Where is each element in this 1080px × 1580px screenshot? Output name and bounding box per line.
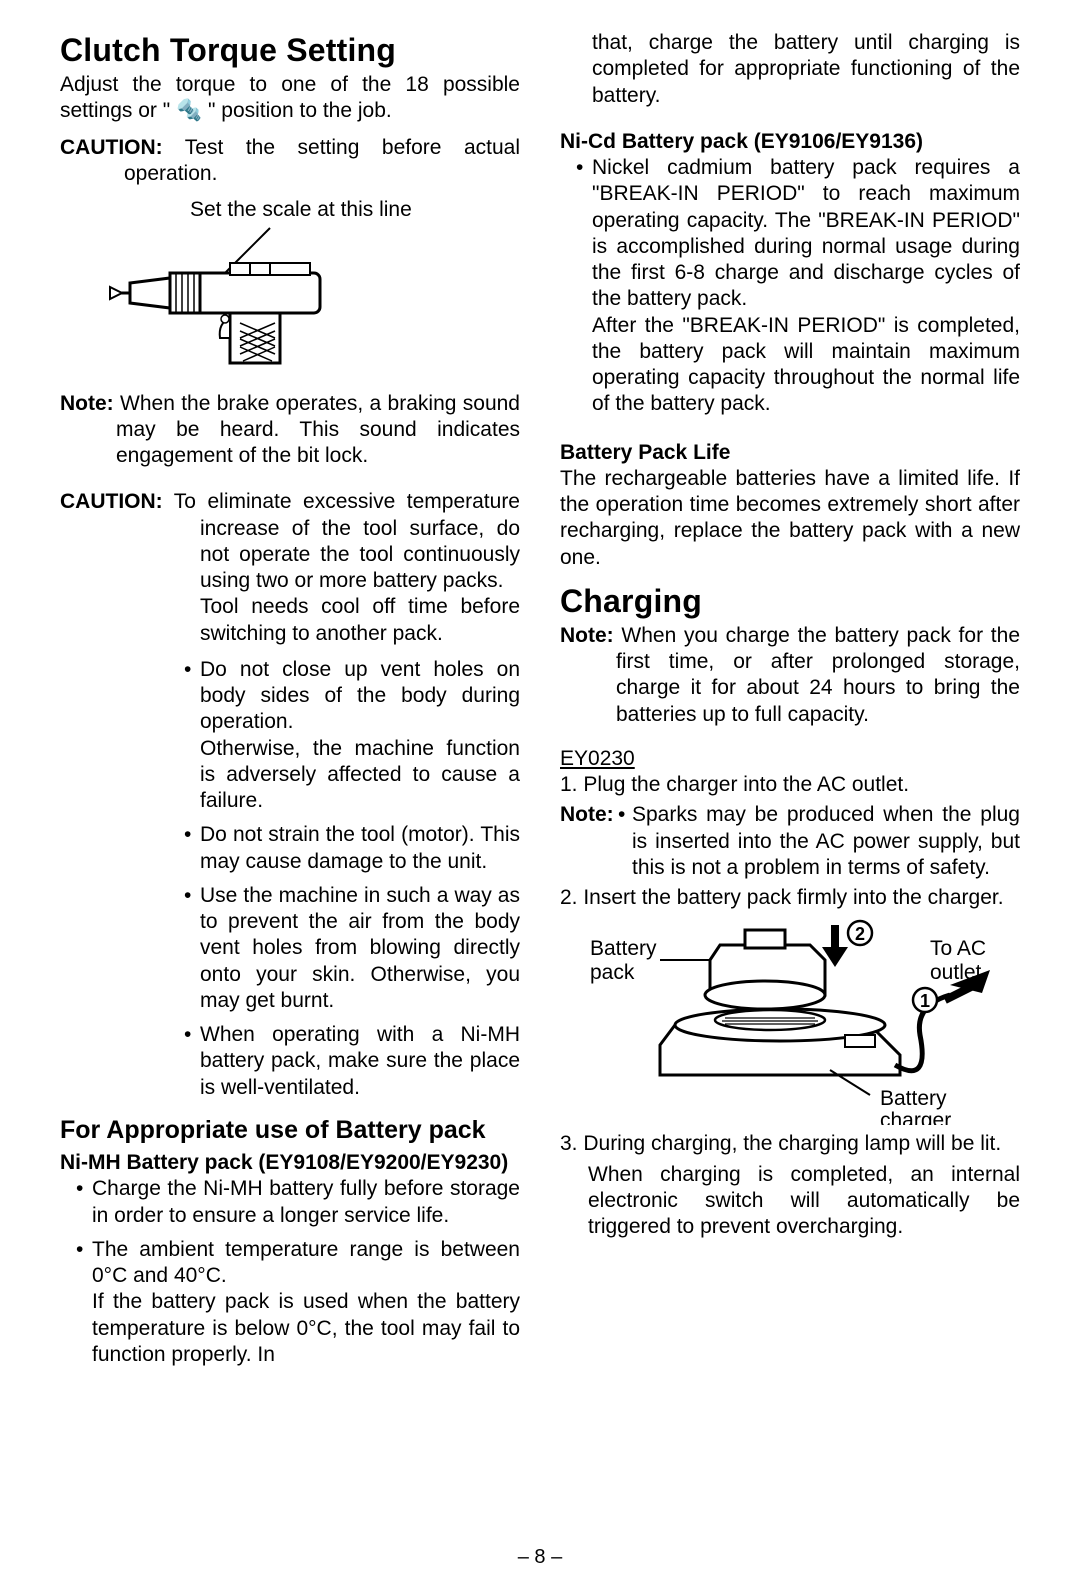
fig-label-charger2: charger (880, 1109, 951, 1125)
charging-note: Note: When you charge the battery pack f… (560, 623, 1020, 728)
bpl-heading: Battery Pack Life (560, 440, 1020, 466)
svg-text:2: 2 (855, 924, 865, 944)
bullet-nimh-vent: When operating with a Ni-MH battery pack… (200, 1022, 520, 1101)
step-3: 3. During charging, the charging lamp wi… (560, 1131, 1020, 1157)
bullet-1a: Do not close up vent holes on body sides… (200, 658, 520, 734)
heading-clutch-torque: Clutch Torque Setting (60, 30, 520, 70)
continuation-text: that, charge the battery until charging … (560, 30, 1020, 109)
ey0230-heading: EY0230 (560, 746, 1020, 772)
bullet-1b: Otherwise, the machine function is adver… (200, 737, 520, 813)
nimh-2b: If the battery pack is used when the bat… (92, 1290, 520, 1366)
svg-text:1: 1 (920, 991, 930, 1011)
fig-label-battery: Battery (590, 937, 657, 960)
left-column: Clutch Torque Setting Adjust the torque … (60, 30, 520, 1376)
nimh-bullet-2: The ambient temperature range is between… (92, 1237, 520, 1368)
note-label: Note: (60, 392, 114, 415)
note-brake-text: When the brake operates, a braking sound… (116, 392, 520, 468)
nimh-heading: Ni-MH Battery pack (EY9108/EY9200/EY9230… (60, 1150, 520, 1176)
fig-label-toac: To AC (930, 937, 986, 960)
intro-text: Adjust the torque to one of the 18 possi… (60, 72, 520, 125)
caution-label: CAUTION: (60, 136, 163, 159)
bullet-vent-holes: Do not close up vent holes on body sides… (200, 657, 520, 815)
note-label-2: Note: (560, 624, 614, 647)
bullet-air: Use the machine in such a way as to prev… (200, 883, 520, 1014)
heading-battery-use: For Appropriate use of Battery pack (60, 1115, 520, 1146)
nimh-bullet-list: Charge the Ni-MH battery fully before st… (60, 1176, 520, 1368)
caution-2: CAUTION: To eliminate excessive temperat… (60, 489, 520, 647)
right-column: that, charge the battery until charging … (560, 30, 1020, 1376)
bullet-strain: Do not strain the tool (motor). This may… (200, 822, 520, 875)
manual-page: Clutch Torque Setting Adjust the torque … (0, 0, 1080, 1580)
figure-caption: Set the scale at this line (190, 197, 520, 223)
step-3a: 3. During charging, the charging lamp wi… (560, 1132, 1001, 1155)
caution-2a-text: To eliminate excessive temperature incre… (174, 490, 520, 592)
step-1: 1. Plug the charger into the AC outlet. (560, 772, 1020, 798)
charger-illustration-icon: Battery pack To AC outlet 2 (570, 915, 1010, 1125)
nicd-bullet-1: Nickel cadmium battery pack requires a "… (592, 155, 1020, 418)
nimh-2a: The ambient temperature range is between… (92, 1238, 520, 1287)
arrow-2-icon: 2 (822, 921, 872, 967)
caution-label-2: CAUTION: (60, 490, 163, 513)
caution-2b-text: Tool needs cool off time before switchin… (60, 594, 520, 647)
caution-bullet-list: Do not close up vent holes on body sides… (60, 657, 520, 1101)
heading-charging: Charging (560, 581, 1020, 621)
step-1-note-text: Sparks may be produced when the plug is … (632, 803, 1020, 879)
caution-1: CAUTION: Test the setting before actual … (60, 135, 520, 188)
drill-illustration-icon (100, 223, 360, 373)
battery-pack-shape (705, 930, 825, 1009)
step-1-note-label: Note: (560, 802, 614, 828)
nimh-bullet-1: Charge the Ni-MH battery fully before st… (92, 1176, 520, 1229)
nicd-1a: Nickel cadmium battery pack requires a "… (592, 156, 1020, 310)
caution-1-text: Test the setting before actual operation… (124, 136, 520, 185)
fig-label-charger1: Battery (880, 1087, 947, 1110)
step-2: 2. Insert the battery pack firmly into t… (560, 885, 1020, 911)
nicd-heading: Ni-Cd Battery pack (EY9106/EY9136) (560, 129, 1020, 155)
step-1-note: Note: • Sparks may be produced when the … (560, 802, 1020, 881)
two-column-layout: Clutch Torque Setting Adjust the torque … (60, 30, 1020, 1376)
note-brake: Note: When the brake operates, a braking… (60, 391, 520, 470)
nicd-1b: After the "BREAK-IN PERIOD" is completed… (592, 314, 1020, 416)
step-3b: When charging is completed, an internal … (560, 1162, 1020, 1241)
bpl-text: The rechargeable batteries have a limite… (560, 466, 1020, 571)
charger-shape (660, 1009, 900, 1075)
nicd-bullet-list: Nickel cadmium battery pack requires a "… (560, 155, 1020, 418)
fig-label-pack: pack (590, 961, 635, 984)
charging-note-text: When you charge the battery pack for the… (616, 624, 1020, 726)
bullet-dot-icon: • (618, 802, 625, 828)
page-number: – 8 – (0, 1545, 1080, 1570)
